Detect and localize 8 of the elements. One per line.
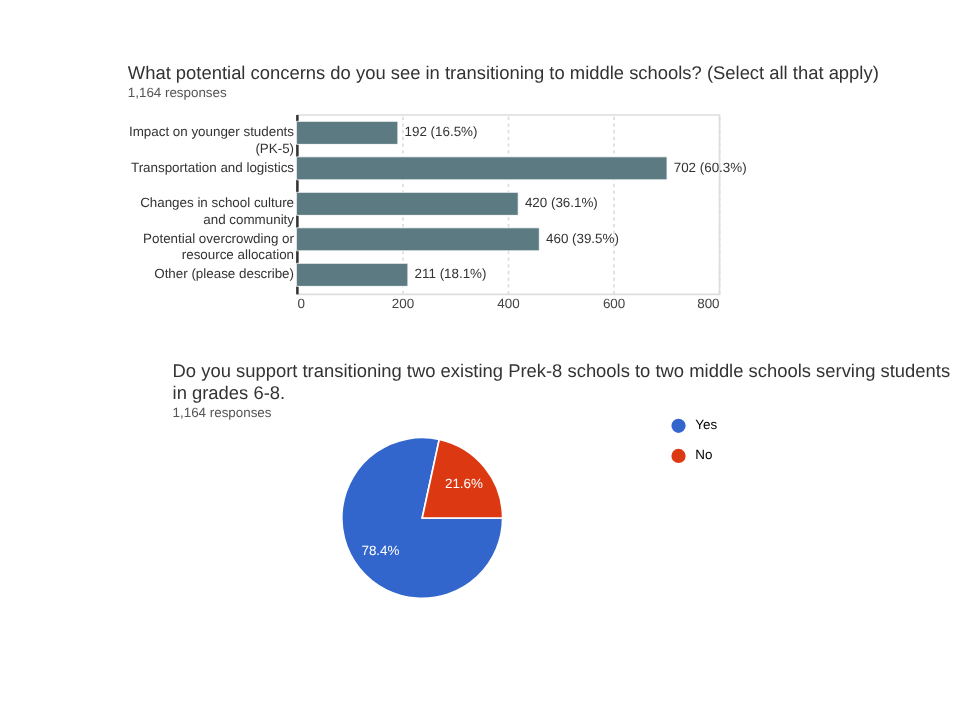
bar xyxy=(296,120,399,145)
chart-title: What potential concerns do you see in transitioning to middle schools? (Select all that apply) xyxy=(127,63,879,84)
bar xyxy=(296,227,540,252)
bar xyxy=(296,191,519,216)
pie-slice xyxy=(340,436,504,600)
bar xyxy=(296,262,409,287)
chart-title: Do you support transitioning two existing Prek-8 schools to two middle schools serving students in grades 6-8. xyxy=(172,361,951,404)
bar xyxy=(296,156,668,181)
